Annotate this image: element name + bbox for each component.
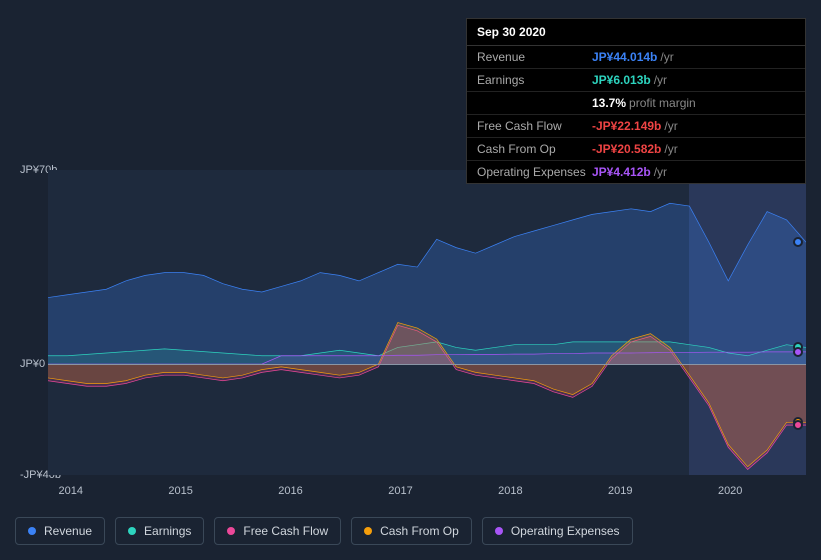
x-axis-label: 2015 [168,485,192,497]
tooltip-row-label: Cash From Op [477,142,592,156]
tooltip-row: Cash From Op-JP¥20.582b/yr [467,138,805,161]
legend-item-earnings[interactable]: Earnings [115,517,204,545]
legend-item-revenue[interactable]: Revenue [15,517,105,545]
chart-tooltip: Sep 30 2020 RevenueJP¥44.014b/yrEarnings… [466,18,806,184]
legend-dot [495,527,503,535]
legend-dot [364,527,372,535]
legend-dot [128,527,136,535]
legend-label: Free Cash Flow [243,524,328,538]
tooltip-row-suffix: profit margin [629,96,696,110]
tooltip-row-suffix: /yr [660,50,673,64]
legend-label: Cash From Op [380,524,459,538]
x-axis-label: 2018 [498,485,522,497]
tooltip-row: Operating ExpensesJP¥4.412b/yr [467,161,805,183]
tooltip-row-label [477,96,592,110]
zero-gridline [48,364,806,365]
tooltip-row-value: JP¥4.412b [592,165,651,179]
x-axis: 2014 2015 2016 2017 2018 2019 2020 [48,485,806,505]
legend-label: Operating Expenses [511,524,620,538]
tooltip-row-value: 13.7% [592,96,626,110]
tooltip-row-value: -JP¥20.582b [592,142,661,156]
tooltip-row-label: Revenue [477,50,592,64]
y-axis-label: JP¥0 [20,358,45,370]
tooltip-row-label: Earnings [477,73,592,87]
legend-dot [227,527,235,535]
series-marker [793,237,803,247]
financials-chart[interactable]: JP¥70bJP¥0-JP¥40b [0,145,821,475]
chart-legend: Revenue Earnings Free Cash Flow Cash From O… [15,517,633,545]
legend-dot [28,527,36,535]
tooltip-row-value: JP¥6.013b [592,73,651,87]
tooltip-row-suffix: /yr [654,73,667,87]
legend-label: Revenue [44,524,92,538]
tooltip-row-label: Operating Expenses [477,165,592,179]
legend-label: Earnings [144,524,191,538]
legend-item-cash-from-op[interactable]: Cash From Op [351,517,472,545]
tooltip-row: RevenueJP¥44.014b/yr [467,46,805,69]
tooltip-row: EarningsJP¥6.013b/yr [467,69,805,92]
x-axis-label: 2020 [718,485,742,497]
x-axis-label: 2019 [608,485,632,497]
tooltip-date: Sep 30 2020 [467,19,805,46]
tooltip-row-suffix: /yr [664,142,677,156]
x-axis-label: 2014 [58,485,82,497]
tooltip-row: Free Cash Flow-JP¥22.149b/yr [467,115,805,138]
tooltip-row-suffix: /yr [654,165,667,179]
series-marker [793,420,803,430]
legend-item-operating-expenses[interactable]: Operating Expenses [482,517,633,545]
tooltip-row: 13.7%profit margin [467,92,805,115]
tooltip-row-suffix: /yr [664,119,677,133]
tooltip-row-value: JP¥44.014b [592,50,657,64]
x-axis-label: 2016 [278,485,302,497]
x-axis-label: 2017 [388,485,412,497]
series-marker [793,347,803,357]
tooltip-row-label: Free Cash Flow [477,119,592,133]
legend-item-free-cash-flow[interactable]: Free Cash Flow [214,517,341,545]
tooltip-row-value: -JP¥22.149b [592,119,661,133]
